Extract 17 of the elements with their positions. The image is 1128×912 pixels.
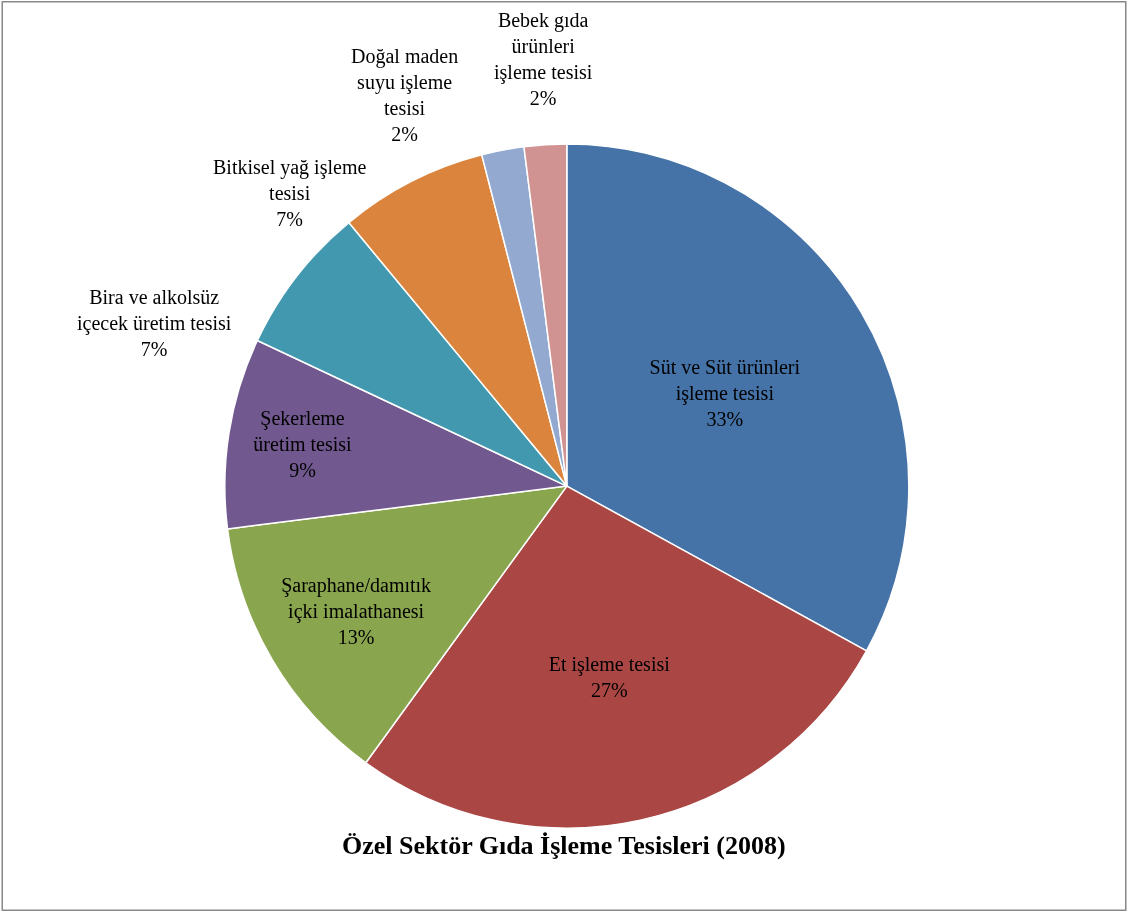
data-label: 9%: [289, 459, 316, 482]
slice-label: Doğal maden suyu işleme tesisi: [351, 45, 459, 119]
slice-label: Bira ve alkolsüz içecek üretim tesisi: [77, 286, 232, 335]
slice-label: Bitkisel yağ işleme tesisi: [213, 156, 367, 204]
slice-label: Şekerleme üretim tesisi: [253, 407, 353, 456]
data-label: 27%: [590, 678, 628, 701]
slice-label: Şaraphane/damıtık içki imalathanesi: [281, 573, 432, 623]
data-label: 2%: [391, 123, 418, 145]
slice-label: Bebek gıda ürünleri işleme tesisi: [494, 9, 593, 84]
data-label: 13%: [337, 625, 375, 648]
text: Özel Sektör Gıda İşleme Tesisleri (2008): [342, 831, 786, 860]
slice-label: Et işleme tesisi: [548, 652, 671, 676]
data-label: 2%: [529, 87, 557, 109]
data-label: 7%: [276, 208, 303, 230]
data-label: 33%: [706, 407, 744, 430]
data-label: 7%: [140, 338, 168, 360]
slice-label: Süt ve Süt ürünleri işleme tesisi: [649, 355, 801, 405]
